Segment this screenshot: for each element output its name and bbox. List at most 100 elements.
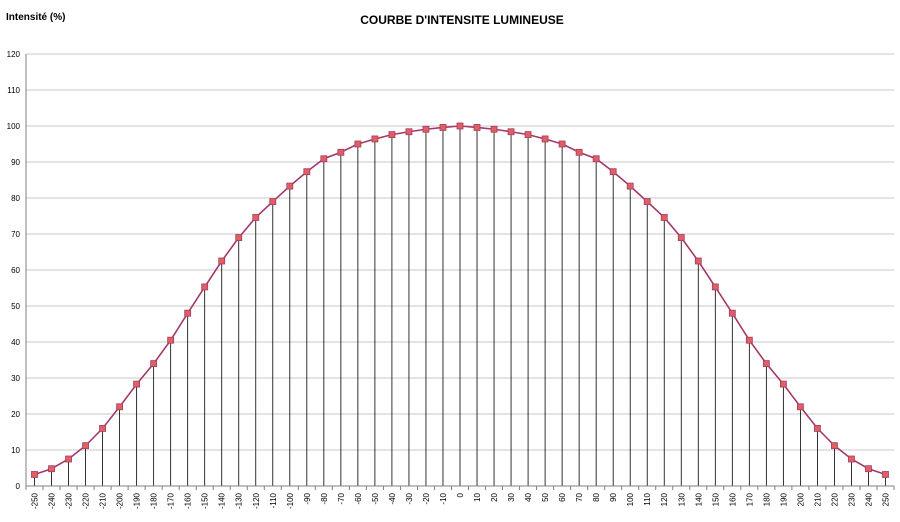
y-tick-label: 100 xyxy=(7,122,21,131)
data-point xyxy=(354,140,362,148)
y-tick-label: 20 xyxy=(11,410,20,419)
x-tick-label: -120 xyxy=(252,492,261,509)
data-point xyxy=(592,155,600,163)
y-tick-label: 80 xyxy=(11,194,20,203)
x-tick-label: 190 xyxy=(779,492,788,506)
x-tick-label: -130 xyxy=(235,492,244,509)
data-point xyxy=(388,131,396,139)
y-tick-label: 60 xyxy=(11,266,20,275)
x-tick-label: 50 xyxy=(541,492,550,501)
y-tick-label: 30 xyxy=(11,374,20,383)
x-tick-label: -180 xyxy=(150,492,159,509)
x-tick-label: 160 xyxy=(728,492,737,506)
data-point xyxy=(422,125,430,133)
x-tick-label: -160 xyxy=(184,492,193,509)
y-tick-label: 50 xyxy=(11,302,20,311)
data-point xyxy=(150,360,158,368)
x-tick-label: 120 xyxy=(660,492,669,506)
x-tick-label: -10 xyxy=(439,492,448,504)
x-tick-label: -220 xyxy=(82,492,91,509)
data-point xyxy=(660,214,668,221)
data-point xyxy=(235,234,243,242)
x-tick-label: -200 xyxy=(116,492,125,509)
data-point xyxy=(371,135,379,143)
data-point xyxy=(31,471,38,478)
x-tick-label: -20 xyxy=(422,492,431,504)
data-point xyxy=(831,442,838,450)
data-point xyxy=(167,336,175,344)
x-tick-label: -60 xyxy=(354,492,363,504)
x-tick-label: 100 xyxy=(626,492,635,506)
y-tick-label: 0 xyxy=(16,482,21,491)
data-point xyxy=(184,309,192,317)
x-tick-label: 10 xyxy=(473,492,482,501)
x-tick-label: 70 xyxy=(575,492,584,501)
data-point xyxy=(609,168,617,176)
data-point xyxy=(626,182,634,190)
x-tick-label: -100 xyxy=(286,492,295,509)
y-tick-label: 10 xyxy=(11,446,20,455)
y-tick-label: 40 xyxy=(11,338,20,347)
data-point xyxy=(694,257,702,265)
data-markers xyxy=(31,122,889,478)
data-point xyxy=(82,442,89,450)
x-tick-label: 90 xyxy=(609,492,618,501)
x-tick-label: 210 xyxy=(813,492,822,506)
data-point xyxy=(439,124,447,131)
y-tick-labels: 0 10 20 30 40 50 60 70 80 90 100 110 120 xyxy=(7,50,21,491)
x-tick-label: 180 xyxy=(762,492,771,506)
data-point xyxy=(405,128,413,136)
y-axis-label: Intensité (%) xyxy=(6,12,65,23)
x-tick-label: -240 xyxy=(48,492,57,509)
chart-title: COURBE D'INTENSITE LUMINEUSE xyxy=(360,13,564,27)
data-point xyxy=(320,155,328,163)
data-point xyxy=(575,148,583,156)
x-tick-label: -90 xyxy=(303,492,312,504)
x-tick-label: 170 xyxy=(745,492,754,506)
x-tick-label: -70 xyxy=(337,492,346,504)
data-point xyxy=(473,124,481,131)
data-point xyxy=(269,198,277,206)
x-tick-label: -150 xyxy=(201,492,210,509)
x-tick-label: -170 xyxy=(167,492,176,509)
data-point xyxy=(490,125,498,133)
x-tick-label: 110 xyxy=(643,492,652,505)
axes xyxy=(25,54,895,490)
y-tick-label: 120 xyxy=(7,50,21,59)
data-point xyxy=(524,131,532,139)
x-tick-label: 240 xyxy=(864,492,873,506)
data-point xyxy=(814,424,821,432)
x-tick-label: -210 xyxy=(99,492,108,509)
x-tick-label: -40 xyxy=(388,492,397,504)
drop-lines xyxy=(34,126,886,486)
x-tick-label: -230 xyxy=(65,492,74,509)
y-tick-label: 90 xyxy=(11,158,20,167)
x-tick-label: -140 xyxy=(218,492,227,509)
x-tick-label: 220 xyxy=(830,492,839,506)
data-point xyxy=(252,214,260,221)
x-tick-label: -110 xyxy=(269,492,278,508)
x-tick-label: -250 xyxy=(31,492,40,509)
x-tick-label: 200 xyxy=(796,492,805,506)
x-tick-label: 30 xyxy=(507,492,516,501)
data-point xyxy=(796,403,804,411)
data-point xyxy=(541,135,549,143)
x-tick-label: 80 xyxy=(592,492,601,501)
x-tick-label: 60 xyxy=(558,492,567,501)
data-point xyxy=(865,465,872,473)
data-point xyxy=(286,182,294,190)
x-tick-label: 140 xyxy=(694,492,703,506)
x-tick-label: -80 xyxy=(320,492,329,504)
data-point xyxy=(218,257,226,265)
y-tick-label: 110 xyxy=(7,86,20,95)
data-point xyxy=(779,380,787,388)
data-point xyxy=(848,455,855,463)
x-tick-label: 150 xyxy=(711,492,720,506)
x-tick-label: -30 xyxy=(405,492,414,504)
data-point xyxy=(882,471,889,478)
data-point xyxy=(133,380,141,388)
x-tick-label: 230 xyxy=(847,492,856,506)
x-tick-label: 40 xyxy=(524,492,533,501)
data-point xyxy=(303,168,311,176)
data-point xyxy=(65,455,72,463)
